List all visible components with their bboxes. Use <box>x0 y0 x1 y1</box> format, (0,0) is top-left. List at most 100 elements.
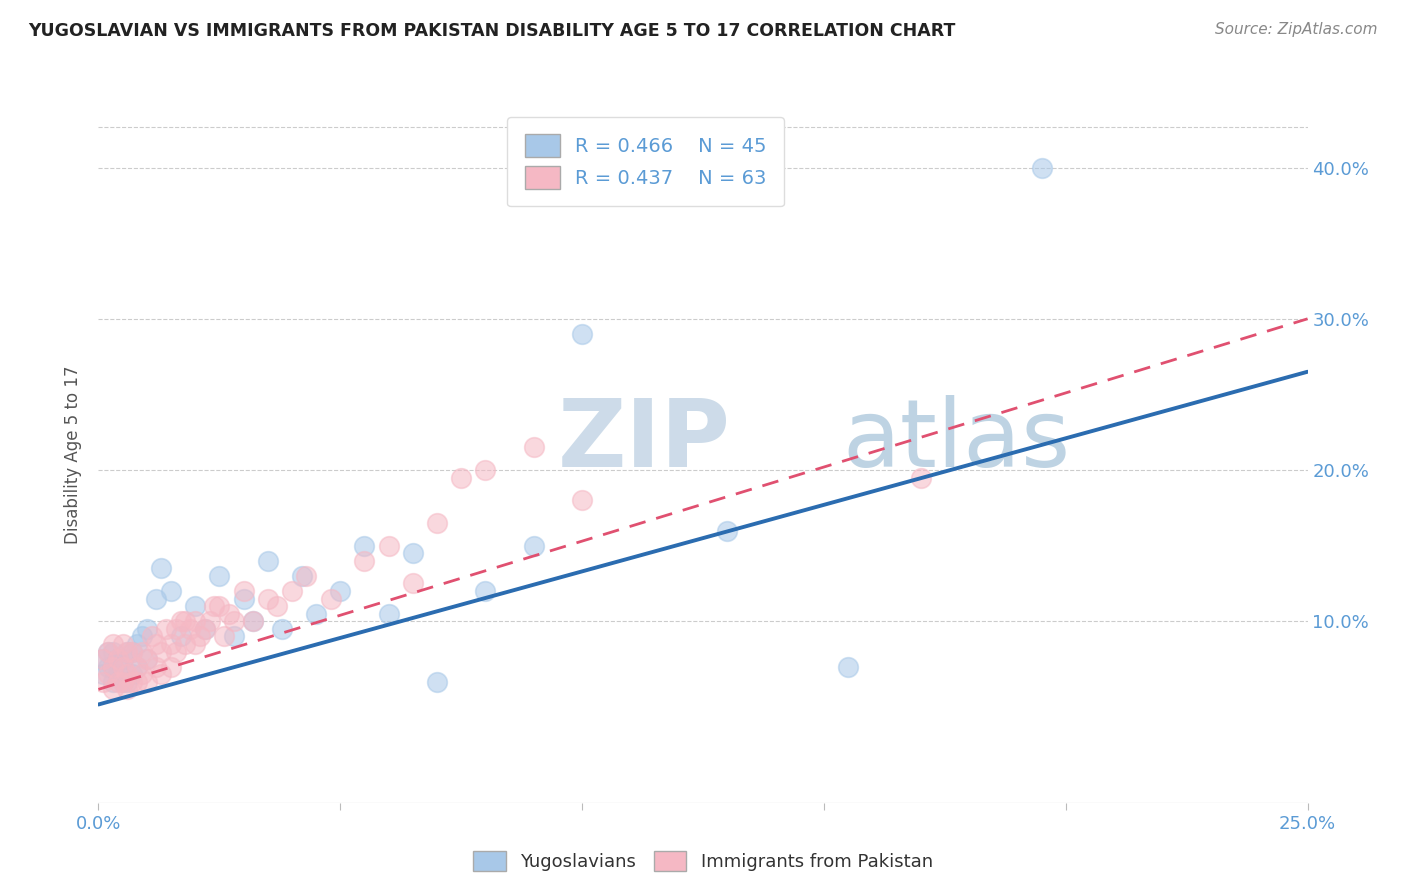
Point <box>222 615 245 629</box>
Text: YUGOSLAVIAN VS IMMIGRANTS FROM PAKISTAN DISABILITY AGE 5 TO 17 CORRELATION CHART: YUGOSLAVIAN VS IMMIGRANTS FROM PAKISTAN … <box>28 22 956 40</box>
Text: ZIP: ZIP <box>558 395 731 487</box>
Point <box>117 644 139 658</box>
Legend: Yugoslavians, Immigrants from Pakistan: Yugoslavians, Immigrants from Pakistan <box>465 844 941 879</box>
Point <box>131 644 153 658</box>
Point <box>232 584 254 599</box>
Point <box>523 539 546 553</box>
Point <box>194 622 217 636</box>
Point <box>111 637 134 651</box>
Point <box>319 591 342 606</box>
Point <box>111 652 134 666</box>
Point <box>218 607 240 621</box>
Point <box>155 622 177 636</box>
Point <box>117 682 139 697</box>
Point <box>111 659 134 673</box>
Point <box>169 615 191 629</box>
Point <box>353 539 375 553</box>
Point <box>198 615 221 629</box>
Point <box>174 615 197 629</box>
Point <box>101 674 124 689</box>
Point <box>377 539 399 553</box>
Point <box>97 644 120 658</box>
Point <box>101 659 124 673</box>
Point <box>474 584 496 599</box>
Point <box>184 599 207 614</box>
Point <box>910 470 932 484</box>
Point <box>127 637 149 651</box>
Point <box>111 674 134 689</box>
Point <box>222 629 245 643</box>
Point <box>450 470 472 484</box>
Point <box>91 652 114 666</box>
Point <box>271 622 294 636</box>
Point <box>402 546 425 560</box>
Point <box>212 629 235 643</box>
Point <box>160 637 183 651</box>
Point <box>837 659 859 673</box>
Point <box>295 569 318 583</box>
Point <box>121 644 143 658</box>
Point <box>131 629 153 643</box>
Point <box>160 584 183 599</box>
Point <box>101 682 124 697</box>
Point <box>208 569 231 583</box>
Point <box>242 615 264 629</box>
Point <box>127 659 149 673</box>
Point <box>121 674 143 689</box>
Point <box>150 561 173 575</box>
Point <box>135 652 157 666</box>
Point <box>160 659 183 673</box>
Point <box>127 659 149 673</box>
Point <box>266 599 288 614</box>
Point <box>1031 161 1053 175</box>
Point <box>256 591 278 606</box>
Point <box>91 674 114 689</box>
Point <box>208 599 231 614</box>
Point <box>135 622 157 636</box>
Point <box>145 659 167 673</box>
Point <box>188 629 211 643</box>
Point <box>101 644 124 658</box>
Point <box>204 599 226 614</box>
Point <box>426 516 449 530</box>
Point <box>194 622 217 636</box>
Point <box>184 637 207 651</box>
Point <box>256 554 278 568</box>
Point <box>232 591 254 606</box>
Point <box>117 667 139 681</box>
Point <box>402 576 425 591</box>
Point <box>174 637 197 651</box>
Point <box>121 667 143 681</box>
Point <box>131 667 153 681</box>
Point <box>426 674 449 689</box>
Point <box>179 622 201 636</box>
Point <box>281 584 304 599</box>
Point <box>97 644 120 658</box>
Point <box>141 629 163 643</box>
Point <box>107 667 129 681</box>
Point <box>571 493 593 508</box>
Point <box>97 667 120 681</box>
Point <box>107 674 129 689</box>
Point <box>184 615 207 629</box>
Point <box>91 652 114 666</box>
Point <box>101 637 124 651</box>
Point <box>353 554 375 568</box>
Point <box>290 569 312 583</box>
Point <box>474 463 496 477</box>
Point <box>101 659 124 673</box>
Y-axis label: Disability Age 5 to 17: Disability Age 5 to 17 <box>65 366 83 544</box>
Point <box>305 607 328 621</box>
Point <box>165 622 187 636</box>
Text: Source: ZipAtlas.com: Source: ZipAtlas.com <box>1215 22 1378 37</box>
Point <box>145 637 167 651</box>
Point <box>150 644 173 658</box>
Point <box>117 644 139 658</box>
Point <box>150 667 173 681</box>
Point <box>97 659 120 673</box>
Point <box>571 326 593 341</box>
Point <box>242 615 264 629</box>
Point <box>91 667 114 681</box>
Point <box>111 674 134 689</box>
Point <box>329 584 352 599</box>
